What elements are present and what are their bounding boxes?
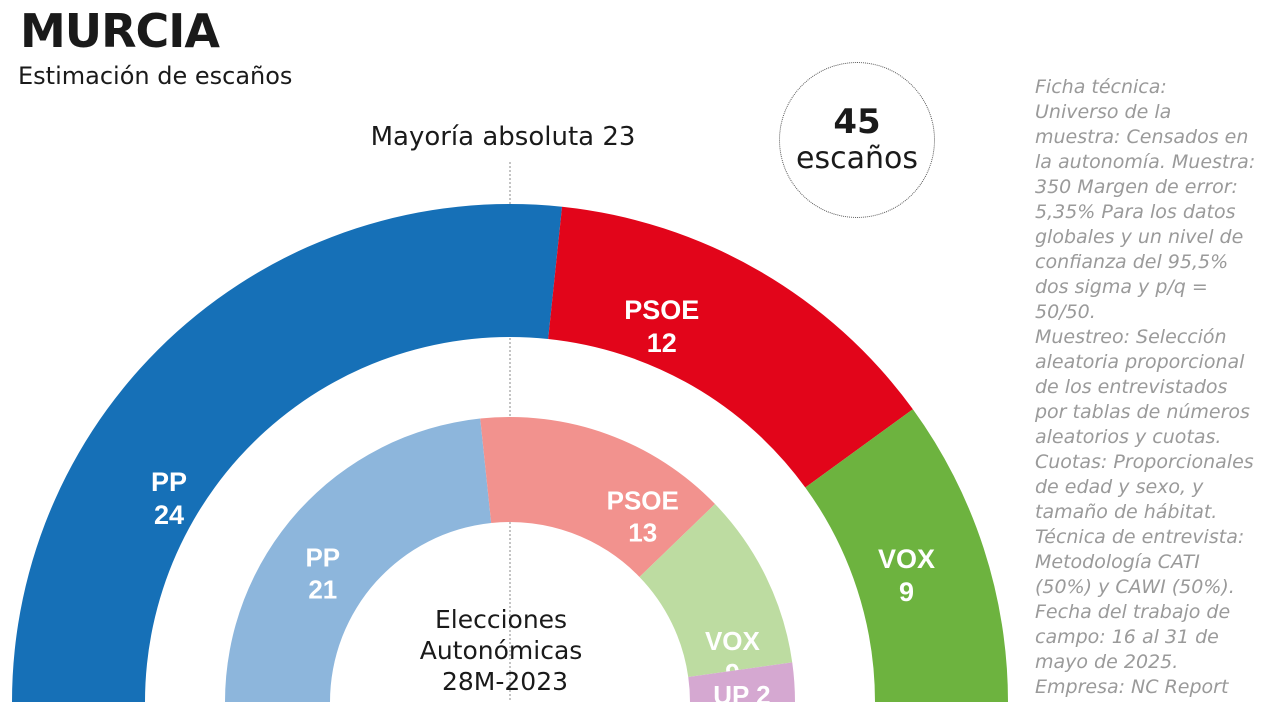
- inner-label-pp-value: 21: [308, 574, 337, 604]
- inner-segment-pp: [225, 418, 492, 702]
- outer-segment-psoe: [548, 206, 913, 488]
- outer-label-vox-name: VOX: [878, 544, 935, 574]
- chart-subtitle: Estimación de escaños: [18, 62, 293, 90]
- total-seats-number: 45: [833, 102, 881, 142]
- inner-segment-vox: [639, 504, 793, 677]
- inner-center-label-line-2: Autonómicas: [420, 636, 583, 665]
- inner-center-label-line-1: Elecciones: [435, 605, 567, 634]
- inner-label-up: UP 2: [713, 680, 770, 710]
- inner-center-label-line-3: 28M-2023: [442, 667, 568, 696]
- previous-election-ring: PP21PSOE13VOX9UP 2: [225, 417, 795, 710]
- inner-label-vox-name: VOX: [705, 626, 761, 656]
- inner-label-pp: PP 21: [305, 542, 340, 604]
- outer-label-pp: PP 24: [151, 467, 187, 530]
- outer-segment-pp: [12, 203, 563, 702]
- chart-title: MURCIA: [20, 4, 220, 58]
- technical-sheet: Ficha técnica: Universo de la muestra: C…: [1035, 76, 1256, 698]
- outer-label-vox-value: 9: [899, 577, 914, 607]
- outer-label-psoe-value: 12: [647, 328, 677, 358]
- inner-label-psoe: PSOE 13: [607, 486, 679, 548]
- outer-label-pp-name: PP: [151, 467, 187, 497]
- total-seats-badge: 45 escaños: [779, 62, 935, 218]
- total-seats-word: escaños: [796, 141, 918, 176]
- inner-center-label: Elecciones Autonómicas 28M-2023: [420, 605, 591, 696]
- inner-segment-up: [688, 662, 795, 702]
- inner-segment-psoe: [480, 417, 716, 577]
- inner-label-psoe-name: PSOE: [607, 486, 679, 516]
- outer-label-psoe: PSOE 12: [624, 295, 699, 358]
- majority-label: Mayoría absoluta 23: [371, 122, 636, 152]
- inner-label-pp-name: PP: [305, 542, 340, 572]
- outer-label-vox: VOX 9: [878, 544, 935, 607]
- inner-label-psoe-value: 13: [628, 518, 657, 548]
- outer-label-psoe-name: PSOE: [624, 295, 699, 325]
- outer-segment-vox: [805, 409, 1008, 702]
- outer-label-pp-value: 24: [154, 500, 184, 530]
